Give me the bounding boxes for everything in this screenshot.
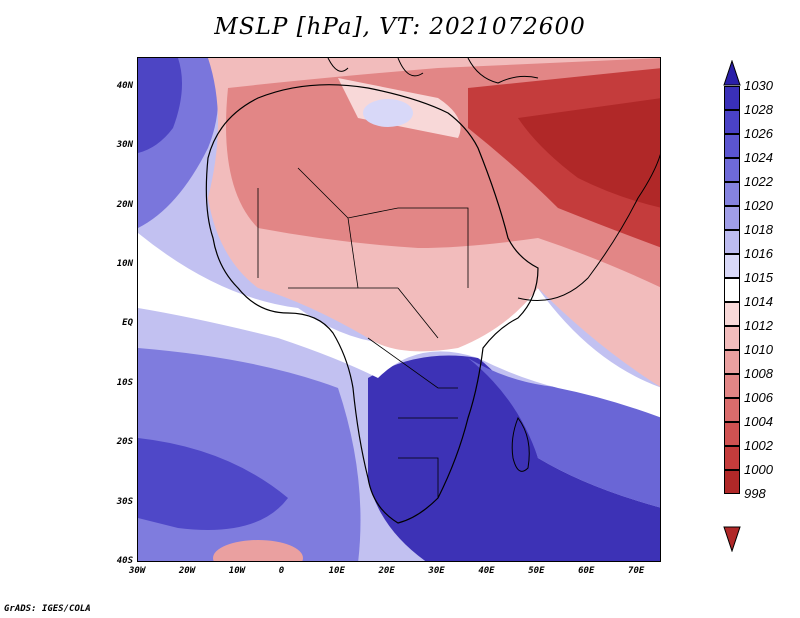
colorbar-swatch (724, 326, 740, 350)
colorbar-label: 1018 (744, 222, 773, 237)
colorbar-label: 1022 (744, 174, 773, 189)
africa-coastline (205, 84, 539, 524)
colorbar-label: 1024 (744, 150, 773, 165)
colorbar-label: 1015 (744, 270, 773, 285)
lon-tick-label: 20E (378, 566, 395, 576)
lon-tick-label: 40E (478, 566, 495, 576)
lon-tick-label: 0 (278, 566, 285, 576)
madagascar-outline (511, 416, 530, 472)
colorbar-swatch (724, 206, 740, 230)
credit-text: GrADS: IGES/COLA (4, 604, 91, 614)
europe-coastline (327, 58, 539, 84)
colorbar-swatch (724, 278, 740, 302)
colorbar-label: 1028 (744, 102, 773, 117)
colorbar-swatch (724, 158, 740, 182)
colorbar-bottom-triangle (723, 526, 741, 552)
lon-tick-label: 60E (578, 566, 595, 576)
colorbar-swatch (724, 446, 740, 470)
colorbar-swatch (724, 374, 740, 398)
map-title: MSLP [hPa], VT: 2021072600 (214, 14, 586, 40)
colorbar-label: 1030 (744, 78, 773, 93)
colorbar-swatch (724, 470, 740, 494)
colorbar-label: 998 (744, 486, 766, 501)
colorbar-label: 1020 (744, 198, 773, 213)
lat-tick-label: 30N (116, 140, 133, 151)
indian-ocean-high-edge (468, 358, 660, 508)
southern-africa-high (368, 355, 660, 561)
colorbar-swatch (724, 182, 740, 206)
colorbar-top-triangle (723, 60, 741, 86)
lon-tick-label: 50E (528, 566, 545, 576)
colorbar-label: 1016 (744, 246, 773, 261)
colorbar-label: 1002 (744, 438, 773, 453)
south-atlantic-high-core (138, 438, 288, 530)
colorbar-swatch (724, 110, 740, 134)
lat-tick-label: 40N (116, 80, 133, 91)
colorbar-swatch (724, 302, 740, 326)
colorbar-label: 1026 (744, 126, 773, 141)
colorbar-label: 1010 (744, 342, 773, 357)
lon-tick-label: 10E (328, 566, 345, 576)
lon-tick-label: 20W (178, 566, 196, 576)
colorbar-swatch (724, 134, 740, 158)
lat-tick-label: EQ (122, 318, 133, 329)
colorbar-label: 1000 (744, 462, 773, 477)
colorbar-label: 1004 (744, 414, 773, 429)
map-panel (137, 57, 661, 562)
lat-tick-label: 20N (116, 199, 133, 210)
lat-tick-label: 10N (116, 258, 133, 269)
colorbar-swatch (724, 422, 740, 446)
colorbar-label: 1008 (744, 366, 773, 381)
lat-tick-label: 20S (116, 437, 133, 448)
lat-tick-label: 10S (116, 377, 133, 388)
lon-tick-label: 30E (428, 566, 445, 576)
arabia-coastline (517, 153, 660, 301)
colorbar-swatch (724, 86, 740, 110)
country-borders (257, 167, 469, 498)
arabian-thermal-low-core (518, 98, 660, 208)
north-atlantic-high-core (138, 58, 182, 153)
colorbar-label: 1006 (744, 390, 773, 405)
pressure-field (138, 58, 660, 561)
lon-tick-label: 30W (129, 566, 146, 576)
colorbar-swatch (724, 254, 740, 278)
colorbar-label: 1014 (744, 294, 773, 309)
colorbar-swatch (724, 350, 740, 374)
libya-ridge (363, 99, 413, 127)
lon-tick-label: 70E (628, 566, 645, 576)
southern-low-patch (213, 540, 303, 561)
lat-tick-label: 40S (116, 556, 133, 566)
lat-tick-label: 30S (116, 496, 133, 507)
colorbar-swatch (724, 230, 740, 254)
lon-tick-label: 10W (228, 566, 246, 576)
colorbar-label: 1012 (744, 318, 773, 333)
colorbar-swatch (724, 398, 740, 422)
